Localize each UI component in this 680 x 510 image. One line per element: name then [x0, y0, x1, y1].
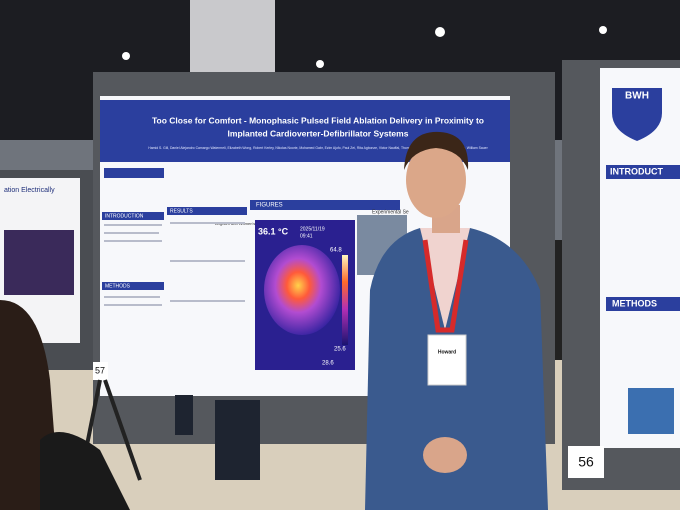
- section-header: [102, 282, 164, 290]
- section-header: [606, 297, 680, 311]
- thermal-temperature: 36.1 °C: [258, 226, 289, 236]
- text-line: [104, 240, 162, 242]
- poster-text-lines: [104, 222, 245, 306]
- bwh-logo: BWH: [625, 91, 649, 102]
- section-header: [250, 200, 400, 210]
- person-hands: [423, 437, 467, 473]
- section-title: RESULTS: [170, 208, 193, 214]
- side-caption: Experimental Se: [372, 209, 409, 215]
- section-title: METHODS: [105, 283, 131, 289]
- thermal-hotspot: [264, 245, 340, 335]
- ceiling-light: [435, 27, 445, 37]
- board-number: 57: [95, 365, 105, 375]
- ceiling-light: [122, 52, 130, 60]
- logos-area: [104, 168, 164, 178]
- thermal-scale: [342, 255, 348, 345]
- poster-authors: Hamid S. Gill, Daniel Alejandro Camargo …: [148, 146, 488, 150]
- person-shirt: [420, 228, 470, 330]
- text-line: [104, 304, 162, 306]
- ceiling-light: [316, 60, 324, 68]
- section-header: [102, 212, 164, 220]
- board-number-tag: [93, 362, 108, 380]
- section-title: METHODS: [612, 298, 657, 308]
- person-leg: [175, 395, 193, 435]
- person-hair: [404, 131, 469, 170]
- left-poster-title: ation Electrically: [4, 187, 55, 194]
- board-number: 56: [578, 454, 594, 470]
- foreground-bag: [40, 432, 130, 510]
- section-header: [167, 207, 247, 215]
- thermal-spot: 28.6: [322, 361, 334, 367]
- left-poster-figure: [4, 230, 74, 295]
- board-number-tag: [568, 446, 604, 478]
- easel-leg: [103, 379, 142, 481]
- text-line: [170, 260, 245, 262]
- section-title: INTRODUCT: [610, 166, 663, 176]
- thermal-scale-min: 25.6: [334, 347, 346, 353]
- qr-code: [628, 388, 674, 434]
- section-header: [606, 165, 680, 179]
- person-face: [406, 142, 466, 218]
- name-badge: [427, 334, 467, 386]
- person-leg: [215, 400, 260, 480]
- text-line: [170, 300, 245, 302]
- bwh-shield: [612, 88, 662, 141]
- ceiling-light: [599, 26, 607, 34]
- text-line: [170, 222, 245, 224]
- text-line: [104, 232, 159, 234]
- text-line: [104, 296, 160, 298]
- poster-title: Implanted Cardioverter-Defibrillator Sys…: [228, 128, 409, 138]
- thermal-date: 2025/11/19: [300, 226, 325, 232]
- section-title: FIGURES: [256, 203, 283, 209]
- lanyard: [422, 239, 469, 333]
- badge-name: Howard: [438, 349, 456, 355]
- thermal-time: 09:41: [300, 233, 313, 239]
- poster-title: Too Close for Comfort - Monophasic Pulse…: [152, 115, 484, 125]
- thermal-scale-max: 64.8: [330, 248, 342, 254]
- text-line: [104, 224, 162, 226]
- section-title: INTRODUCTION: [105, 213, 144, 219]
